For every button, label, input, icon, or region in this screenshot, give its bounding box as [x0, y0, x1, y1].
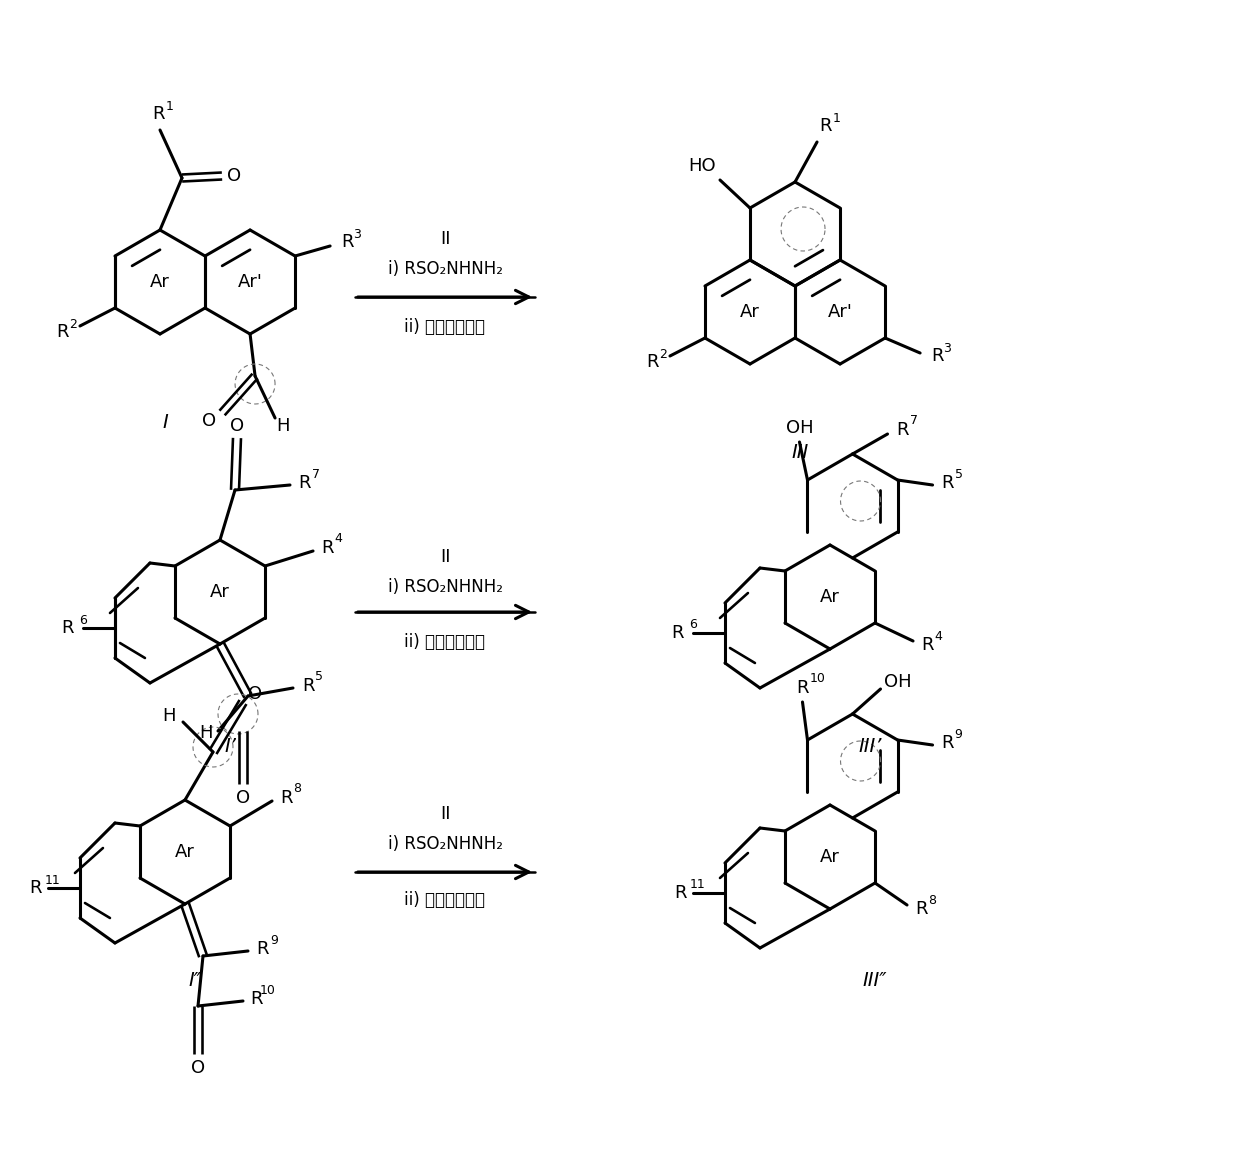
Text: 5: 5 [955, 468, 963, 480]
Text: R: R [341, 233, 353, 251]
Text: OH: OH [786, 419, 813, 437]
Text: ii) 碱，有机溶剂: ii) 碱，有机溶剂 [404, 890, 485, 909]
Text: R: R [672, 624, 684, 642]
Text: R: R [301, 677, 314, 695]
Text: R: R [646, 353, 659, 371]
Text: Ar: Ar [175, 843, 195, 861]
Text: I″: I″ [189, 970, 202, 990]
Text: Ar: Ar [820, 588, 840, 606]
Text: 2: 2 [69, 318, 77, 331]
Text: 7: 7 [312, 468, 320, 480]
Text: H: H [163, 707, 175, 725]
Text: i) RSO₂NHNH₂: i) RSO₂NHNH₂ [388, 578, 503, 596]
Text: II: II [440, 805, 450, 823]
Text: 2: 2 [659, 348, 667, 361]
Text: R: R [280, 789, 292, 808]
Text: R: R [321, 539, 334, 558]
Text: Ar: Ar [210, 583, 229, 601]
Text: H: H [199, 723, 213, 742]
Text: 4: 4 [334, 532, 341, 546]
Text: 9: 9 [955, 728, 963, 741]
Text: Ar: Ar [820, 848, 840, 866]
Text: 8: 8 [929, 894, 936, 907]
Text: ii) 碱，有机溶剂: ii) 碱，有机溶剂 [404, 318, 485, 336]
Text: R: R [796, 679, 809, 697]
Text: R: R [151, 105, 164, 123]
Text: 10: 10 [809, 673, 825, 685]
Text: Ar: Ar [740, 303, 760, 321]
Text: O: O [236, 789, 249, 808]
Text: 6: 6 [689, 619, 697, 631]
Text: O: O [229, 417, 244, 435]
Text: 1: 1 [166, 99, 174, 113]
Text: 4: 4 [934, 629, 942, 643]
Text: H: H [276, 417, 290, 435]
Text: ii) 碱，有机溶剂: ii) 碱，有机溶剂 [404, 632, 485, 651]
Text: Ar: Ar [150, 273, 170, 291]
Text: R: R [931, 347, 944, 365]
Text: O: O [248, 685, 262, 703]
Text: 7: 7 [910, 415, 917, 427]
Text: 11: 11 [690, 879, 706, 892]
Text: O: O [227, 167, 241, 185]
Text: HO: HO [688, 157, 716, 175]
Text: 9: 9 [270, 933, 278, 947]
Text: III″: III″ [863, 970, 887, 990]
Text: R: R [57, 323, 69, 341]
Text: O: O [192, 1059, 205, 1077]
Text: R: R [941, 473, 954, 492]
Text: R: R [299, 473, 311, 492]
Text: 6: 6 [79, 614, 87, 627]
Text: i) RSO₂NHNH₂: i) RSO₂NHNH₂ [388, 260, 503, 278]
Text: R: R [674, 884, 687, 902]
Text: R: R [819, 118, 832, 135]
Text: I’: I’ [224, 737, 236, 757]
Text: 5: 5 [315, 670, 323, 683]
Text: R: R [921, 636, 934, 654]
Text: i) RSO₂NHNH₂: i) RSO₂NHNH₂ [388, 835, 503, 852]
Text: 8: 8 [294, 782, 301, 796]
Text: 3: 3 [353, 227, 362, 241]
Text: I: I [163, 412, 168, 432]
Text: III’: III’ [858, 737, 882, 757]
Text: Ar': Ar' [828, 303, 853, 321]
Text: 3: 3 [944, 341, 951, 355]
Text: III: III [791, 442, 809, 462]
Text: OH: OH [883, 673, 911, 691]
Text: 11: 11 [45, 873, 60, 887]
Text: R: R [257, 940, 270, 958]
Text: II: II [440, 548, 450, 566]
Text: 10: 10 [260, 984, 276, 996]
Text: R: R [251, 990, 263, 1008]
Text: R: R [941, 734, 954, 752]
Text: Ar': Ar' [238, 273, 262, 291]
Text: II: II [440, 230, 450, 248]
Text: R: R [30, 879, 43, 897]
Text: R: R [896, 420, 908, 439]
Text: 1: 1 [833, 112, 840, 124]
Text: R: R [62, 619, 74, 637]
Text: O: O [202, 412, 217, 430]
Text: R: R [915, 900, 927, 918]
